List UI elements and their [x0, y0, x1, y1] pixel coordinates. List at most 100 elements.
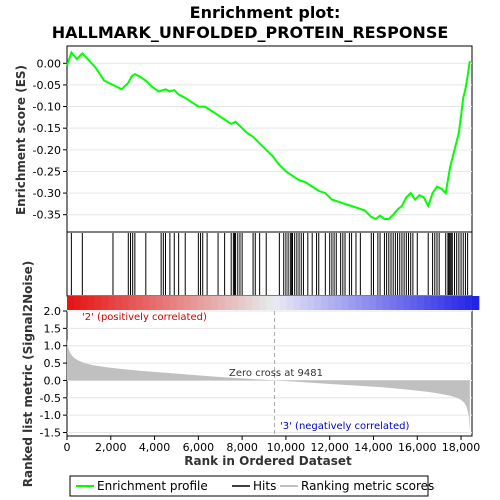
metric-x-ticks: 0 2,000 4,000 6,000 8,000 10,000 12,000 14,000 1… — [64, 436, 481, 454]
color-strip-segment — [259, 296, 267, 310]
color-strip-segment — [423, 296, 432, 310]
color-strip-segment — [410, 296, 418, 310]
metric-x-tick-label: 16,000 — [398, 441, 437, 454]
metric-x-tick-label: 18,000 — [442, 441, 481, 454]
metric-x-tick-label: 14,000 — [354, 441, 393, 454]
color-strip-segment — [149, 296, 157, 310]
color-strip-segment — [472, 296, 480, 310]
color-strip-segment — [224, 296, 233, 310]
color-strip-segment — [183, 296, 192, 310]
color-strip-segment — [115, 296, 123, 310]
es-y-tick-label: -0.30 — [33, 187, 61, 200]
color-strip-segment — [341, 296, 349, 310]
color-strip-segment — [142, 296, 150, 310]
color-strip-segment — [362, 296, 370, 310]
color-strip-segment — [465, 296, 473, 310]
color-strip-segment — [286, 296, 295, 310]
metric-y-tick-label: 0.0 — [44, 374, 62, 387]
x-axis-label: Rank in Ordered Dataset — [184, 454, 352, 468]
color-strip-segment — [266, 296, 274, 310]
legend-enrichment-label: Enrichment profile — [97, 479, 208, 493]
es-panel-frame — [66, 45, 473, 233]
color-strip-segment — [121, 296, 130, 310]
color-strip-segment — [396, 296, 404, 310]
metric-y-tick-label: -1.0 — [40, 409, 61, 422]
color-strip-segment — [375, 296, 384, 310]
metric-y-tick-label: 2.0 — [44, 305, 62, 318]
color-strip-segment — [293, 296, 301, 310]
color-strip-segment — [238, 296, 246, 310]
negative-correlation-label: '3' (negatively correlated) — [280, 421, 409, 432]
color-strip-segment — [73, 296, 82, 310]
metric-y-ticks: 2.0 1.5 1.0 0.5 0.0 -0.5 -1.0 -1.5 — [40, 305, 67, 440]
color-strip-segment — [451, 296, 459, 310]
es-y-tick-label: -0.25 — [33, 165, 61, 178]
legend-metric-label: Ranking metric scores — [301, 479, 434, 493]
color-strip-segment — [430, 296, 439, 310]
metric-x-tick-label: 0 — [64, 441, 71, 454]
metric-y-tick-label: 0.5 — [44, 357, 62, 370]
legend-hits-label: Hits — [253, 479, 276, 493]
color-strip-segment — [169, 296, 178, 310]
zero-cross-label: Zero cross at 9481 — [229, 368, 323, 379]
es-y-tick-label: -0.10 — [33, 101, 61, 114]
color-strip-segment — [314, 296, 322, 310]
color-strip-segment — [417, 296, 425, 310]
metric-x-tick-label: 10,000 — [267, 441, 306, 454]
color-strip-segment — [190, 296, 198, 310]
es-y-tick-label: -0.35 — [33, 209, 61, 222]
hits-barcode — [70, 233, 469, 295]
color-strip-segment — [334, 296, 343, 310]
color-strip-segment — [101, 296, 109, 310]
color-strip-segment — [135, 296, 143, 310]
enrichment-profile-line — [66, 50, 471, 221]
color-strip-segment — [458, 296, 466, 310]
color-strip-segment — [382, 296, 391, 310]
color-strip-segment — [300, 296, 308, 310]
color-strip-segment — [218, 296, 226, 310]
metric-y-tick-label: -1.5 — [40, 427, 61, 440]
color-strip-segment — [272, 296, 281, 310]
color-strip-segment — [327, 296, 336, 310]
color-strip-segment — [156, 296, 164, 310]
color-strip-segment — [279, 296, 288, 310]
chart-title-line2: HALLMARK_UNFOLDED_PROTEIN_RESPONSE — [52, 23, 449, 42]
color-strip-segment — [94, 296, 102, 310]
color-strip-segment — [369, 296, 377, 310]
es-y-tick-label: 0.00 — [37, 57, 62, 70]
rank-color-strip — [67, 296, 480, 310]
metric-y-axis-label: Ranked list metric (Signal2Noise) — [21, 261, 35, 488]
chart-title-line1: Enrichment plot: — [190, 3, 341, 22]
es-y-tick-label: -0.05 — [33, 79, 61, 92]
color-strip-segment — [204, 296, 212, 310]
color-strip-segment — [252, 296, 260, 310]
ranking-metric-area — [67, 338, 470, 431]
color-strip-segment — [128, 296, 137, 310]
color-strip-segment — [245, 296, 253, 310]
metric-x-tick-label: 2,000 — [95, 441, 127, 454]
color-strip-segment — [231, 296, 240, 310]
color-strip-segment — [197, 296, 205, 310]
color-strip-segment — [320, 296, 329, 310]
metric-x-tick-label: 6,000 — [183, 441, 215, 454]
es-y-tick-label: -0.15 — [33, 122, 61, 135]
color-strip-segment — [176, 296, 185, 310]
color-strip-segment — [355, 296, 363, 310]
color-strip-segment — [67, 296, 75, 310]
metric-x-tick-label: 12,000 — [310, 441, 349, 454]
color-strip-segment — [307, 296, 315, 310]
color-strip-segment — [389, 296, 397, 310]
color-strip-segment — [403, 296, 411, 310]
color-strip-segment — [163, 296, 171, 310]
hits-panel-frame — [66, 231, 473, 297]
es-y-ticks: 0.00 -0.05 -0.10 -0.15 -0.20 -0.25 -0.30 -0.35 — [33, 57, 67, 222]
metric-y-tick-label: 1.0 — [44, 340, 62, 353]
metric-y-tick-label: 1.5 — [44, 322, 62, 335]
color-strip-segment — [348, 296, 356, 310]
es-y-tick-label: -0.20 — [33, 144, 61, 157]
color-strip-segment — [437, 296, 446, 310]
color-strip-segment — [80, 296, 89, 310]
color-strip-segment — [108, 296, 116, 310]
color-strip-segment — [444, 296, 452, 310]
